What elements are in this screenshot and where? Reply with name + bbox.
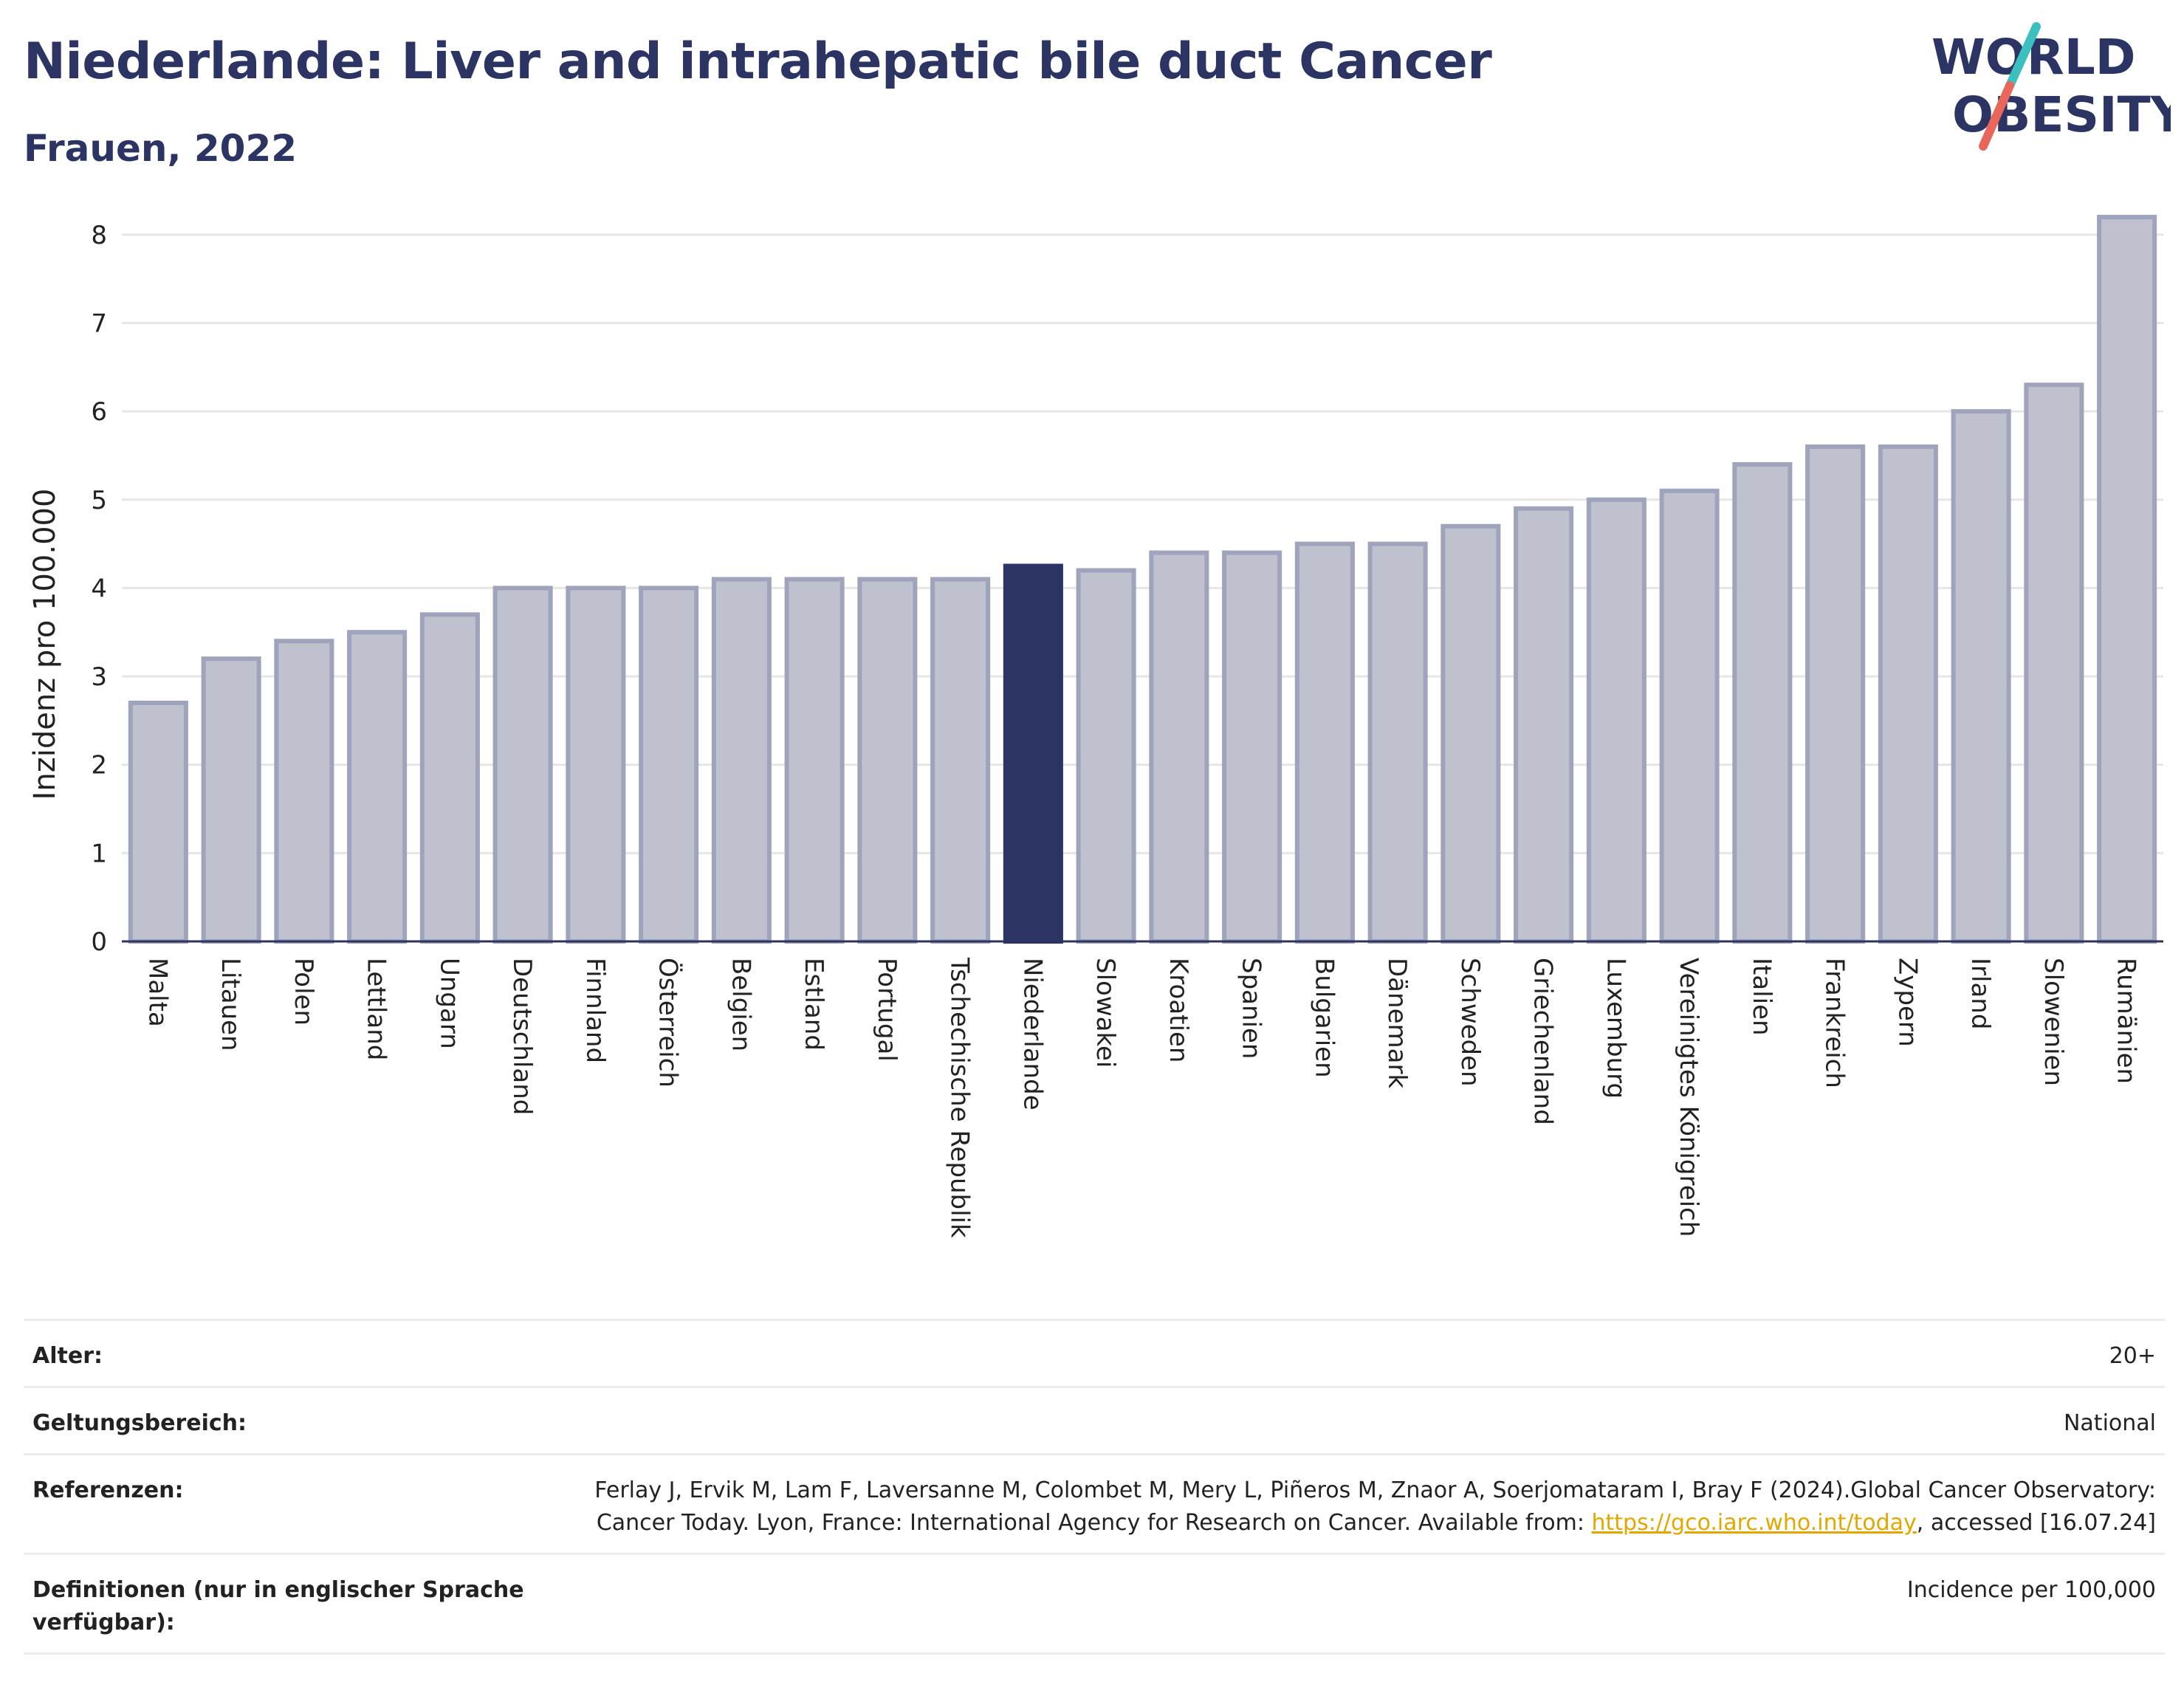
bar[interactable] [784,577,845,944]
meta-row-definitions: Definitionen (nur in englischer Sprache … [24,1553,2165,1655]
bar[interactable] [1294,541,1355,944]
x-category-label: Lettland [362,958,391,1060]
x-category-label: Litauen [216,958,245,1051]
x-category-label: Luxemburg [1601,958,1630,1099]
scope-label: Geltungsbereich: [32,1410,247,1436]
x-category-label: Tschechische Republik [945,957,975,1238]
bar[interactable] [639,586,699,944]
bar[interactable] [1076,568,1136,944]
bar[interactable] [711,577,772,944]
bar[interactable] [1659,488,1720,944]
y-axis-title: Inzidenz pro 100.000 [28,489,62,800]
x-category-label: Italien [1747,958,1776,1036]
x-category-label: Rumänien [2112,958,2141,1084]
y-tick-label: 1 [91,839,107,868]
x-category-label: Polen [289,958,318,1026]
bar-highlighted[interactable] [1003,563,1063,944]
bar[interactable] [1222,550,1282,944]
bar[interactable] [347,630,408,944]
references-label: Referenzen: [32,1477,184,1503]
x-category-label: Österreich [653,958,684,1088]
bar[interactable] [930,577,991,944]
x-category-label: Portugal [872,958,902,1062]
x-category-label: Griechenland [1528,958,1558,1125]
y-tick-label: 6 [91,397,107,427]
references-value: Ferlay J, Ervik M, Lam F, Laversanne M, … [576,1474,2156,1539]
x-category-label: Bulgarien [1309,958,1339,1078]
bar[interactable] [274,639,334,944]
x-category-label: Slowakei [1091,958,1120,1068]
x-category-label: Kroatien [1164,958,1193,1062]
bar[interactable] [201,656,261,944]
y-tick-label: 5 [91,486,107,515]
x-category-label: Spanien [1237,958,1266,1059]
logo-slash-red [1979,81,2014,151]
references-text: Ferlay J, Ervik M, Lam F, Laversanne M, … [594,1477,2156,1536]
y-tick-labels: 0 1 2 3 4 5 6 7 8 [91,221,107,957]
world-obesity-logo: WORLD OBESITY [1931,22,2171,151]
bar[interactable] [857,577,918,944]
references-link[interactable]: https://gco.iarc.who.int/today [1591,1510,1917,1536]
metadata-table: Alter: 20+ Geltungsbereich: National Ref… [24,1319,2165,1655]
x-category-label: Finnland [580,958,610,1063]
x-category-label: Frankreich [1820,958,1850,1088]
x-category-label: Irland [1965,958,1995,1029]
x-category-label: Vereinigtes Königreich [1674,958,1703,1237]
logo-slash-teal [2005,22,2041,90]
bar[interactable] [1514,506,1574,944]
y-tick-label: 2 [91,751,107,780]
definitions-value: Incidence per 100,000 [1906,1577,2156,1603]
age-value: 20+ [2109,1343,2156,1369]
bar[interactable] [1367,541,1428,944]
age-label: Alter: [32,1343,103,1369]
meta-row-scope: Geltungsbereich: National [24,1386,2165,1453]
references-accessed: , accessed [16.07.24] [1916,1510,2156,1536]
bar[interactable] [1586,497,1646,944]
bar[interactable] [1732,461,1793,944]
x-category-label: Estland [799,958,828,1051]
bars [128,214,2157,944]
x-category-label: Zypern [1892,958,1922,1047]
bar[interactable] [128,700,188,944]
y-tick-label: 8 [91,221,107,250]
bar[interactable] [1878,444,1938,944]
y-tick-label: 0 [91,927,107,957]
x-category-label: Slowenien [2039,958,2068,1086]
bar[interactable] [566,586,626,944]
bar[interactable] [1805,444,1866,944]
meta-row-references: Referenzen: Ferlay J, Ervik M, Lam F, La… [24,1453,2165,1553]
y-tick-label: 3 [91,662,107,692]
meta-row-age: Alter: 20+ [24,1319,2165,1386]
bar[interactable] [1951,409,2011,944]
x-category-label: Niederlande [1017,958,1047,1110]
bar[interactable] [1149,550,1209,944]
bar[interactable] [1440,523,1501,944]
x-category-label: Ungarn [434,958,464,1049]
x-category-label: Deutschland [507,958,537,1115]
bar[interactable] [2024,382,2084,944]
y-tick-label: 7 [91,309,107,339]
bar[interactable] [492,586,553,944]
scope-value: National [2063,1410,2156,1436]
bar[interactable] [2097,214,2157,944]
bar-chart: 0 1 2 3 4 5 6 7 8 Malta Litauen Polen Lettland Ungar… [28,214,2163,1238]
x-category-label: Dänemark [1382,958,1412,1088]
bar[interactable] [419,612,480,944]
x-category-label: Belgien [726,958,755,1051]
definitions-label: Definitionen (nur in englischer Sprache … [32,1577,524,1635]
x-category-label: Malta [142,958,172,1027]
x-category-label: Schweden [1455,958,1485,1087]
page-subtitle: Frauen, 2022 [24,127,298,170]
y-tick-label: 4 [91,574,107,603]
x-category-labels: Malta Litauen Polen Lettland Ungarn Deutschla… [142,957,2140,1238]
page-title: Niederlande: Liver and intrahepatic bile… [24,32,1492,91]
